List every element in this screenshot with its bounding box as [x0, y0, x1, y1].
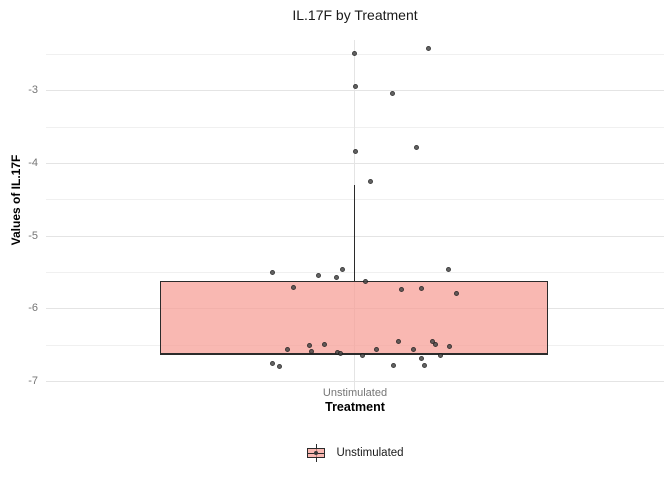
jitter-point	[352, 84, 358, 90]
gridline-major	[46, 162, 664, 164]
legend-label: Unstimulated	[336, 447, 404, 459]
legend: Unstimulated	[46, 441, 664, 465]
jitter-point	[362, 278, 368, 284]
jitter-point	[290, 284, 296, 290]
jitter-point	[308, 348, 314, 354]
jitter-point	[389, 90, 395, 96]
jitter-point	[321, 342, 327, 348]
jitter-point	[352, 148, 358, 154]
jitter-point	[351, 50, 357, 56]
jitter-point	[284, 346, 290, 352]
gridline-minor	[46, 272, 664, 273]
jitter-point	[269, 269, 275, 275]
chart-title: IL.17F by Treatment	[292, 7, 418, 23]
x-axis-title: Treatment	[325, 400, 385, 414]
y-axis-ticks: -3 -4 -5 -6 -7	[0, 0, 40, 480]
box-rect	[160, 281, 548, 355]
upper-whisker-line	[354, 185, 355, 282]
gridline-minor	[46, 126, 664, 128]
x-tick-label: Unstimulated	[322, 387, 388, 399]
jitter-point	[315, 273, 321, 279]
jitter-point	[333, 275, 339, 281]
jitter-point	[269, 361, 275, 367]
y-tick-label: -3	[28, 84, 38, 97]
jitter-point	[276, 364, 282, 370]
y-tick-label: -5	[28, 229, 38, 242]
jitter-point	[413, 145, 419, 151]
jitter-point	[445, 266, 451, 272]
gridline-major	[46, 381, 664, 383]
jitter-point	[410, 346, 416, 352]
jitter-point	[306, 342, 312, 348]
jitter-point	[418, 286, 424, 292]
jitter-point	[432, 341, 438, 347]
jitter-point	[437, 353, 443, 359]
jitter-point	[429, 338, 435, 344]
jitter-point	[421, 362, 427, 368]
y-tick-label: -7	[28, 375, 38, 388]
jitter-point	[398, 286, 404, 292]
legend-key-boxplot-glyph	[306, 443, 326, 463]
jitter-point	[373, 346, 379, 352]
y-tick-label: -6	[28, 302, 38, 315]
legend-key-point	[314, 451, 319, 455]
jitter-point	[339, 267, 345, 273]
jitter-point	[395, 338, 401, 344]
plot-panel	[46, 40, 664, 392]
jitter-point	[367, 178, 373, 184]
gridline-minor	[46, 199, 664, 201]
median-line	[160, 352, 548, 356]
gridline-major	[46, 235, 664, 237]
jitter-point	[418, 356, 424, 362]
jitter-point	[390, 362, 396, 368]
jitter-point	[453, 291, 459, 297]
jitter-point	[337, 350, 343, 356]
y-tick-label: -4	[28, 156, 38, 169]
jitter-point	[359, 353, 365, 359]
jitter-point	[425, 45, 431, 51]
jitter-point	[446, 344, 452, 350]
gridline-major	[46, 90, 664, 92]
